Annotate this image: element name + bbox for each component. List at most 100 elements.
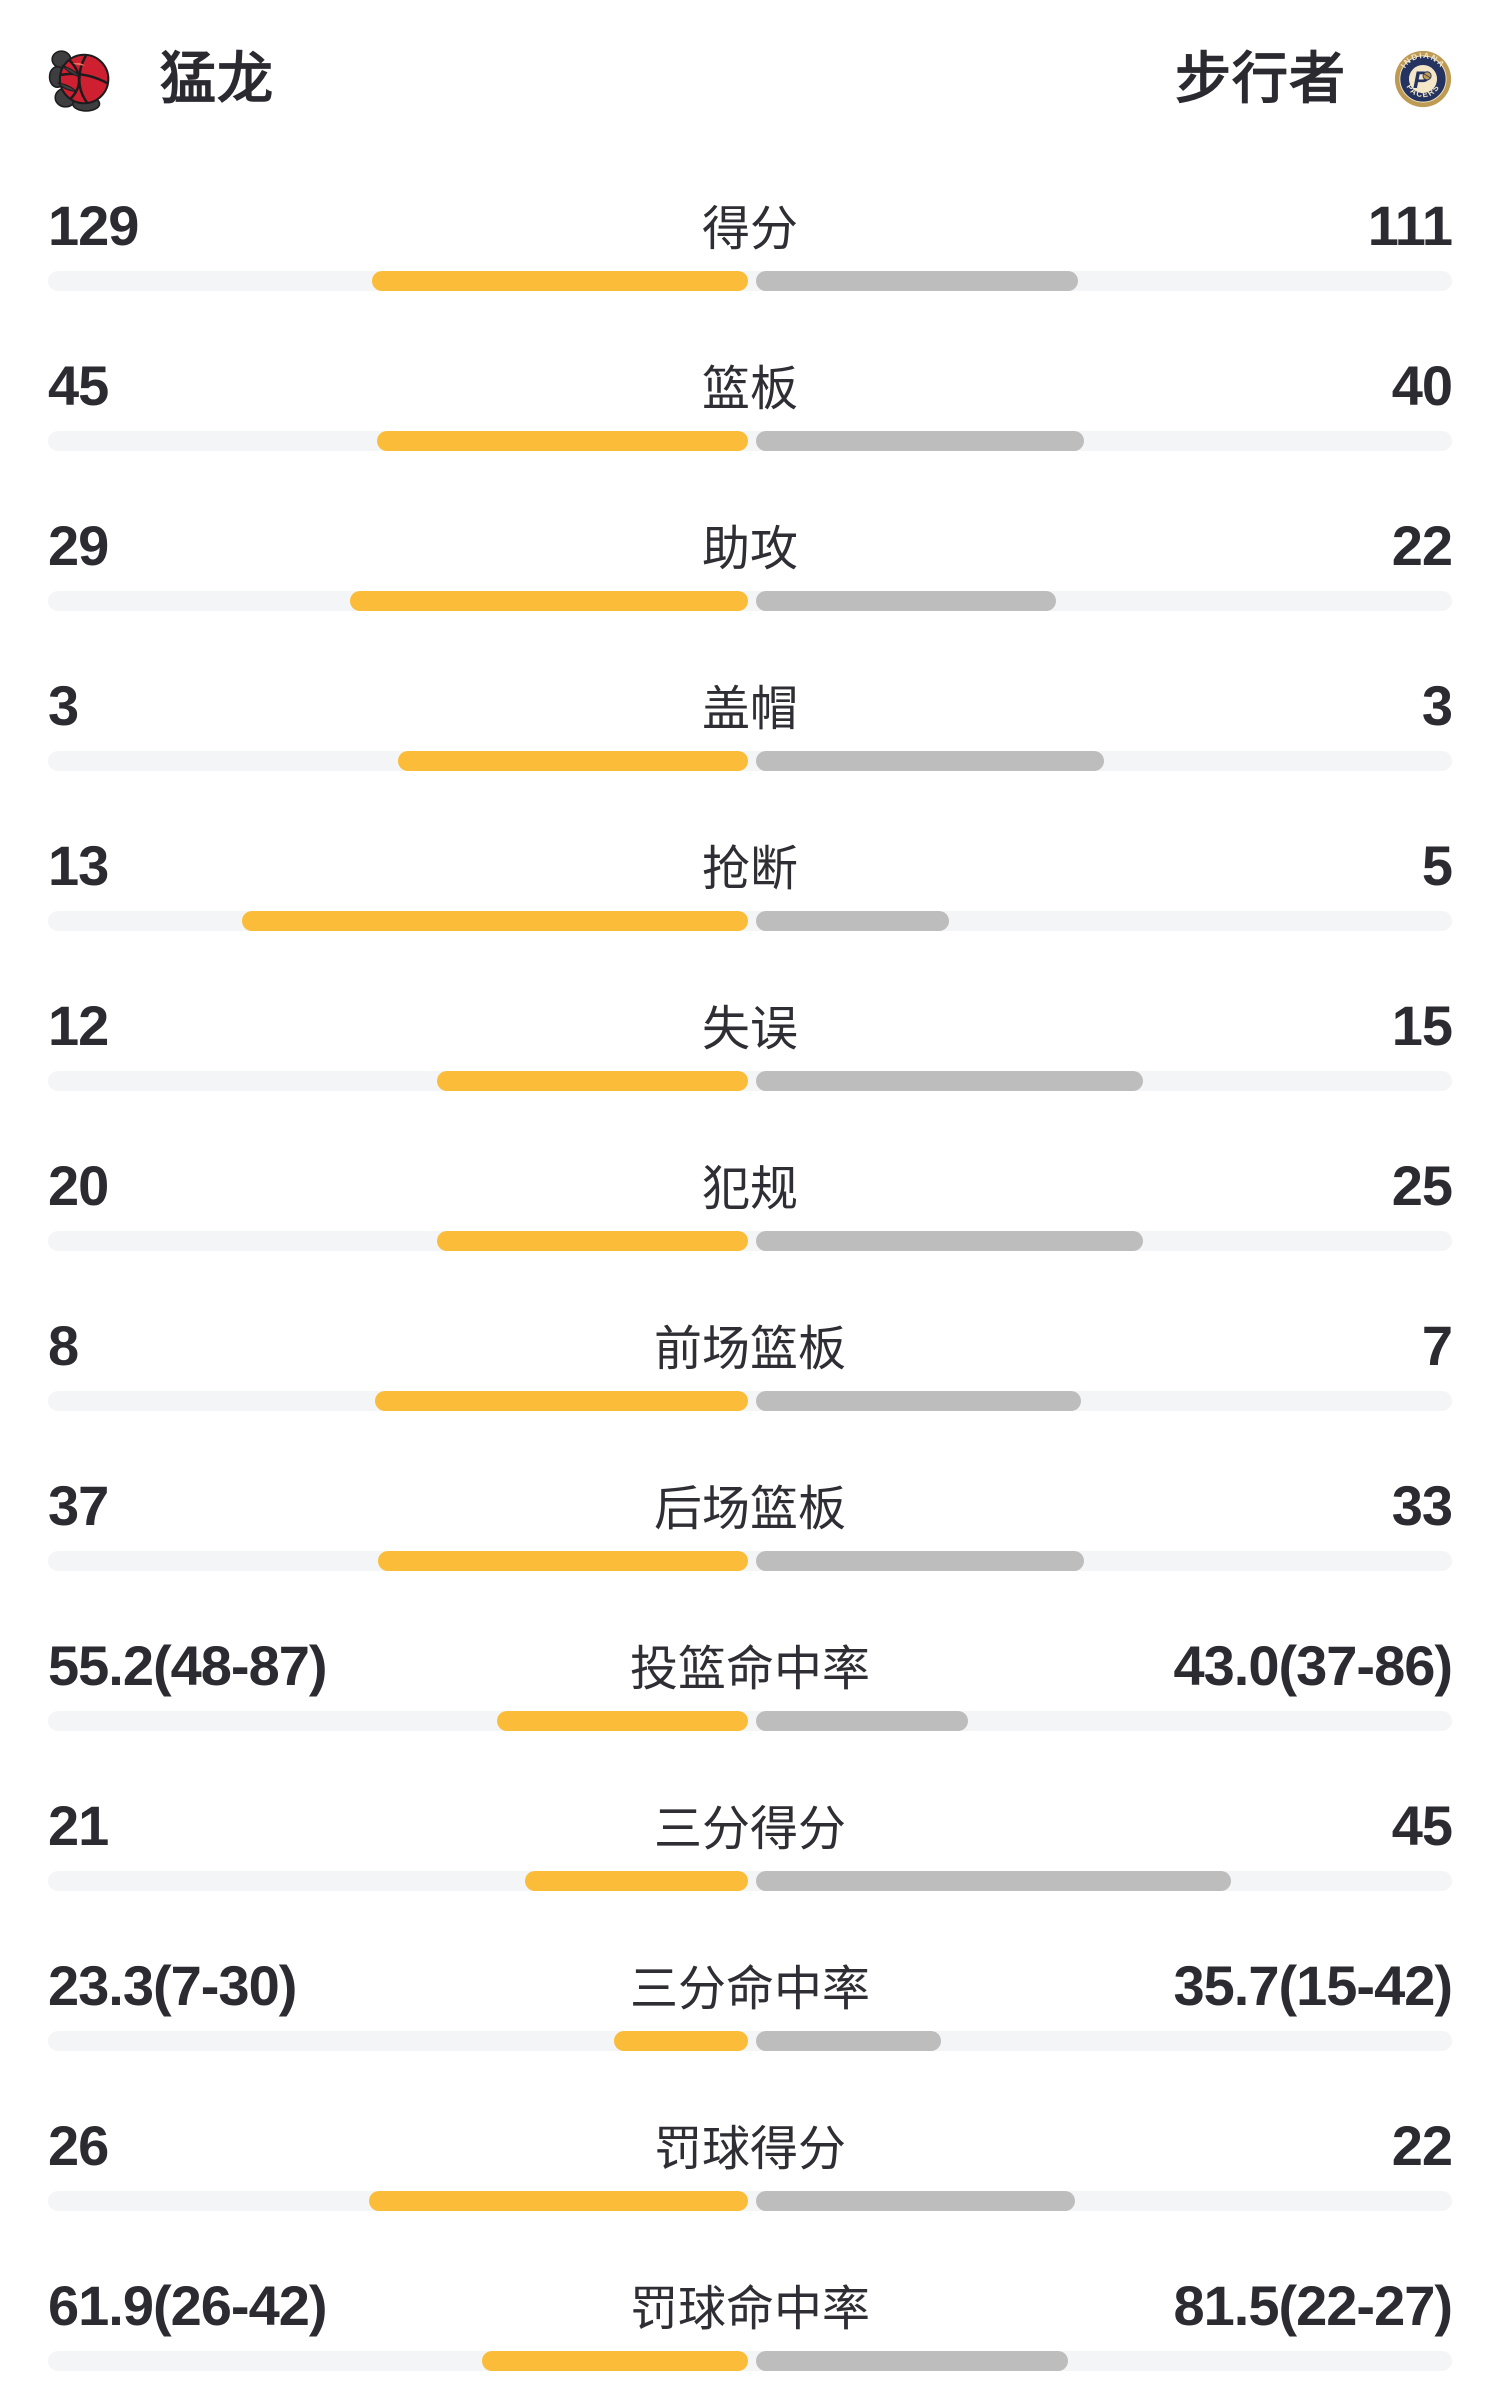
bar-track: [48, 1071, 1452, 1091]
svg-text:P: P: [1413, 67, 1430, 94]
away-bar: [756, 1231, 1143, 1251]
away-value: 40: [1391, 354, 1453, 417]
away-bar: [756, 1871, 1231, 1891]
home-bar: [372, 271, 748, 291]
stat-line: 3 盖帽 3: [48, 674, 1453, 737]
away-team-name: 步行者: [1175, 47, 1346, 110]
home-value: 55.2(48-87): [48, 1634, 328, 1697]
stat-label: 盖帽: [701, 683, 798, 736]
away-value: 81.5(22-27): [1173, 2274, 1453, 2337]
bar-track: [48, 1391, 1452, 1411]
away-bar: [756, 2191, 1075, 2211]
home-bar: [482, 2351, 748, 2371]
stats-list: 129 得分 111 45 篮板 40 29 助攻: [0, 195, 1500, 2400]
away-bar: [756, 431, 1084, 451]
stat-row: 129 得分 111: [0, 195, 1500, 355]
bar-track: [48, 591, 1452, 611]
stat-label: 失误: [701, 1003, 798, 1056]
stat-label: 得分: [701, 203, 798, 256]
stat-line: 21 三分得分 45: [48, 1794, 1453, 1857]
stat-row: 20 犯规 25: [0, 1155, 1500, 1315]
stat-line: 12 失误 15: [48, 994, 1453, 1057]
home-value: 20: [48, 1154, 109, 1217]
home-bar: [378, 1551, 748, 1571]
home-bar: [369, 2191, 748, 2211]
stat-line: 20 犯规 25: [48, 1154, 1453, 1217]
home-value: 29: [48, 514, 109, 577]
stat-line: 61.9(26-42) 罚球命中率 81.5(22-27): [48, 2274, 1453, 2337]
stat-label: 后场篮板: [653, 1483, 846, 1536]
away-bar: [756, 751, 1104, 771]
bar-track: [48, 2191, 1452, 2211]
home-bar: [377, 431, 748, 451]
away-bar: [756, 1711, 968, 1731]
pacers-logo-icon: INDIANA PACERS P: [1394, 50, 1452, 108]
home-team: 猛龙: [48, 46, 274, 112]
stat-row: 29 助攻 22: [0, 515, 1500, 675]
away-value: 22: [1391, 2114, 1453, 2177]
bar-track: [48, 751, 1452, 771]
stat-row: 3 盖帽 3: [0, 675, 1500, 835]
away-value: 45: [1391, 1794, 1453, 1857]
away-bar: [756, 1551, 1084, 1571]
home-value: 23.3(7-30): [48, 1954, 297, 2017]
away-bar: [756, 591, 1056, 611]
bar-track: [48, 2031, 1452, 2051]
home-bar: [525, 1871, 748, 1891]
stat-label: 助攻: [701, 523, 798, 576]
stat-line: 45 篮板 40: [48, 354, 1453, 417]
away-team: 步行者 INDIANA PACERS P: [1175, 46, 1452, 112]
bar-track: [48, 1231, 1452, 1251]
home-value: 13: [48, 834, 109, 897]
home-bar: [242, 911, 748, 931]
stat-row: 21 三分得分 45: [0, 1795, 1500, 1955]
home-value: 45: [48, 354, 109, 417]
away-bar: [756, 1391, 1081, 1411]
home-value: 37: [48, 1474, 109, 1537]
away-value: 33: [1391, 1474, 1453, 1537]
stat-row: 13 抢断 5: [0, 835, 1500, 995]
stat-line: 37 后场篮板 33: [48, 1474, 1453, 1537]
home-bar: [497, 1711, 748, 1731]
away-value: 3: [1421, 674, 1453, 737]
away-bar: [756, 2031, 941, 2051]
stat-line: 55.2(48-87) 投篮命中率 43.0(37-86): [48, 1634, 1453, 1697]
away-value: 25: [1391, 1154, 1453, 1217]
stat-row: 26 罚球得分 22: [0, 2115, 1500, 2275]
away-value: 7: [1421, 1314, 1453, 1377]
home-team-name: 猛龙: [160, 47, 274, 110]
svg-text:PACERS: PACERS: [1405, 83, 1442, 100]
teams-header: 猛龙 步行者 INDIANA PACERS: [0, 0, 1500, 114]
stat-label: 抢断: [701, 843, 798, 896]
bar-track: [48, 1871, 1452, 1891]
stat-row: 55.2(48-87) 投篮命中率 43.0(37-86): [0, 1635, 1500, 1795]
away-bar: [756, 2351, 1068, 2371]
home-value: 26: [48, 2114, 109, 2177]
home-bar: [614, 2031, 748, 2051]
away-value: 5: [1421, 834, 1453, 897]
home-value: 61.9(26-42): [48, 2274, 328, 2337]
bar-track: [48, 431, 1452, 451]
stat-label: 三分得分: [653, 1803, 846, 1856]
bar-track: [48, 2351, 1452, 2371]
home-bar: [398, 751, 748, 771]
stat-row: 8 前场篮板 7: [0, 1315, 1500, 1475]
stat-row: 12 失误 15: [0, 995, 1500, 1155]
stat-row: 23.3(7-30) 三分命中率 35.7(15-42): [0, 1955, 1500, 2115]
away-bar: [756, 271, 1078, 291]
home-bar: [350, 591, 748, 611]
stat-line: 13 抢断 5: [48, 834, 1453, 897]
bar-track: [48, 271, 1452, 291]
stat-line: 23.3(7-30) 三分命中率 35.7(15-42): [48, 1954, 1453, 2017]
bar-track: [48, 1711, 1452, 1731]
home-value: 21: [48, 1794, 109, 1857]
bar-track: [48, 1551, 1452, 1571]
stat-line: 8 前场篮板 7: [48, 1314, 1453, 1377]
away-value: 22: [1391, 514, 1453, 577]
home-bar: [437, 1231, 748, 1251]
stat-label: 罚球命中率: [629, 2283, 870, 2336]
stat-label: 犯规: [701, 1163, 798, 1216]
stat-line: 129 得分 111: [48, 195, 1453, 257]
home-value: 12: [48, 994, 109, 1057]
